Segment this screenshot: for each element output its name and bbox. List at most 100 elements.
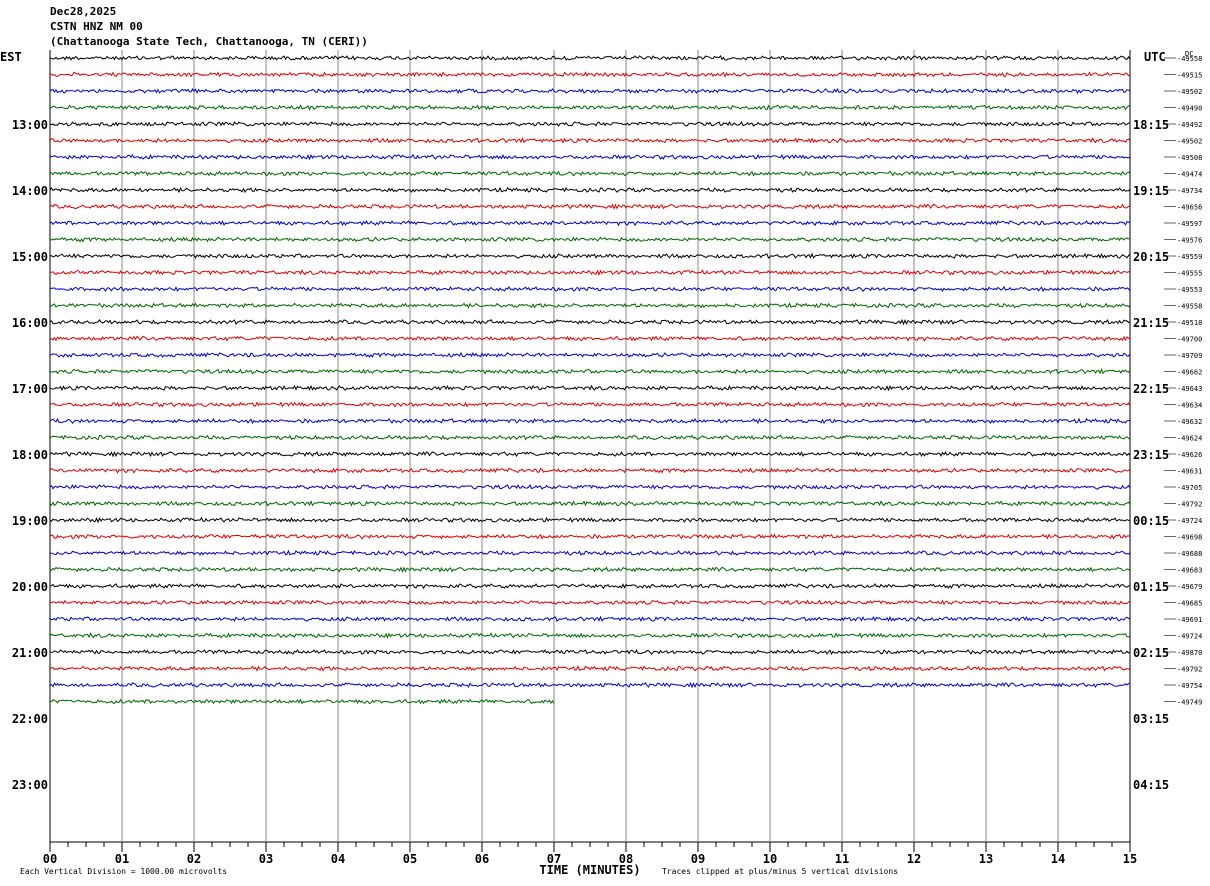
trace-row (49, 516, 1131, 524)
plot-location: (Chattanooga State Tech, Chattanooga, TN… (50, 35, 368, 48)
x-tick-label: 06 (475, 852, 489, 866)
trace-row (49, 236, 1131, 243)
dc-offset-label: -49691 (1177, 616, 1202, 624)
trace-row (49, 71, 1131, 78)
x-tick-label: 07 (547, 852, 561, 866)
est-hour-label: 14:00 (12, 184, 48, 198)
dc-offset-label: -49626 (1177, 451, 1202, 459)
trace-row (49, 137, 1131, 144)
trace-row (49, 368, 1131, 375)
dc-offset-label: -49490 (1177, 105, 1202, 113)
trace-row (49, 87, 1131, 95)
x-tick-label: 04 (331, 852, 345, 866)
x-tick-label: 12 (907, 852, 921, 866)
utc-hour-label: 02:15 (1133, 646, 1169, 660)
utc-axis-label: UTC (1144, 50, 1166, 64)
dc-offset-label: -49724 (1177, 633, 1202, 641)
dc-offset-label: -49597 (1177, 220, 1202, 228)
dc-offset-label: -49624 (1177, 435, 1202, 443)
trace-row (49, 318, 1131, 326)
dc-offset-label: -49685 (1177, 600, 1202, 608)
est-hour-label: 22:00 (12, 712, 48, 726)
utc-hour-label: 04:15 (1133, 778, 1169, 792)
x-tick-label: 10 (763, 852, 777, 866)
trace-row (49, 120, 1131, 127)
trace-row (49, 467, 1131, 474)
utc-hour-label: 19:15 (1133, 184, 1169, 198)
trace-row (49, 549, 1131, 556)
x-tick-label: 09 (691, 852, 705, 866)
trace-row (49, 648, 1131, 656)
trace-row (49, 483, 1131, 490)
dc-offset-label: -49662 (1177, 369, 1202, 377)
x-tick-label: 13 (979, 852, 993, 866)
utc-hour-label: 01:15 (1133, 580, 1169, 594)
trace-row (49, 203, 1131, 210)
dc-offset-label: -49553 (1177, 286, 1202, 294)
trace-row (49, 665, 1131, 672)
trace-row (49, 401, 1131, 408)
dc-offset-label: -49792 (1177, 666, 1202, 674)
trace-row (49, 434, 1131, 441)
x-tick-label: 08 (619, 852, 633, 866)
dc-offset-label: -49724 (1177, 517, 1202, 525)
dc-offset-label: -49749 (1177, 699, 1202, 707)
dc-offset-label: -49709 (1177, 352, 1202, 360)
est-hour-label: 21:00 (12, 646, 48, 660)
utc-hour-label: 22:15 (1133, 382, 1169, 396)
est-axis-label: EST (0, 50, 22, 64)
x-tick-label: 02 (187, 852, 201, 866)
trace-row (49, 450, 1131, 458)
dc-offset-label: -49555 (1177, 270, 1202, 278)
dc-offset-label: -49643 (1177, 385, 1202, 393)
dc-offset-label: -49558 (1177, 55, 1202, 63)
trace-row (49, 417, 1131, 425)
plot-station: CSTN HNZ NM 00 (50, 20, 143, 33)
trace-row (49, 252, 1131, 260)
dc-offset-label: -49679 (1177, 583, 1202, 591)
trace-row (49, 533, 1131, 540)
trace-row (49, 615, 1131, 623)
dc-offset-label: -49700 (1177, 336, 1202, 344)
dc-offset-label: -49515 (1177, 72, 1202, 80)
trace-row (49, 302, 1131, 309)
est-hour-label: 13:00 (12, 118, 48, 132)
dc-offset-label: -49698 (1177, 534, 1202, 542)
est-hour-label: 17:00 (12, 382, 48, 396)
trace-row (49, 170, 1131, 177)
dc-offset-label: -49870 (1177, 649, 1202, 657)
dc-offset-label: -49576 (1177, 237, 1202, 245)
dc-offset-label: -49518 (1177, 319, 1202, 327)
trace-row (49, 566, 1131, 573)
x-tick-label: 01 (115, 852, 129, 866)
trace-row (49, 186, 1131, 194)
x-tick-label: 05 (403, 852, 417, 866)
dc-offset-label: -49502 (1177, 88, 1202, 96)
dc-offset-label: -49559 (1177, 253, 1202, 261)
plot-date: Dec28,2025 (50, 5, 117, 18)
clip-note: Traces clipped at plus/minus 5 vertical … (662, 867, 899, 876)
utc-hour-label: 23:15 (1133, 448, 1169, 462)
x-tick-label: 00 (43, 852, 57, 866)
trace-row (49, 384, 1131, 392)
est-hour-label: 15:00 (12, 250, 48, 264)
trace-row (49, 269, 1131, 276)
dc-offset-label: -49558 (1177, 303, 1202, 311)
dc-offset-label: -49705 (1177, 484, 1202, 492)
trace-row (49, 54, 1131, 61)
x-tick-label: 11 (835, 852, 849, 866)
dc-offset-label: -49631 (1177, 468, 1202, 476)
dc-offset-label: -49632 (1177, 418, 1202, 426)
trace-row (49, 582, 1131, 590)
dc-offset-label: -49754 (1177, 682, 1202, 690)
x-tick-label: 15 (1123, 852, 1137, 866)
scale-note: Each Vertical Division = 1000.00 microvo… (20, 867, 228, 876)
dc-offset-label: -49656 (1177, 204, 1202, 212)
dc-offset-label: -49508 (1177, 154, 1202, 162)
trace-row (49, 104, 1131, 111)
trace-row (49, 681, 1131, 689)
est-hour-label: 19:00 (12, 514, 48, 528)
dc-offset-label: -49492 (1177, 121, 1202, 129)
trace-row (49, 153, 1131, 161)
